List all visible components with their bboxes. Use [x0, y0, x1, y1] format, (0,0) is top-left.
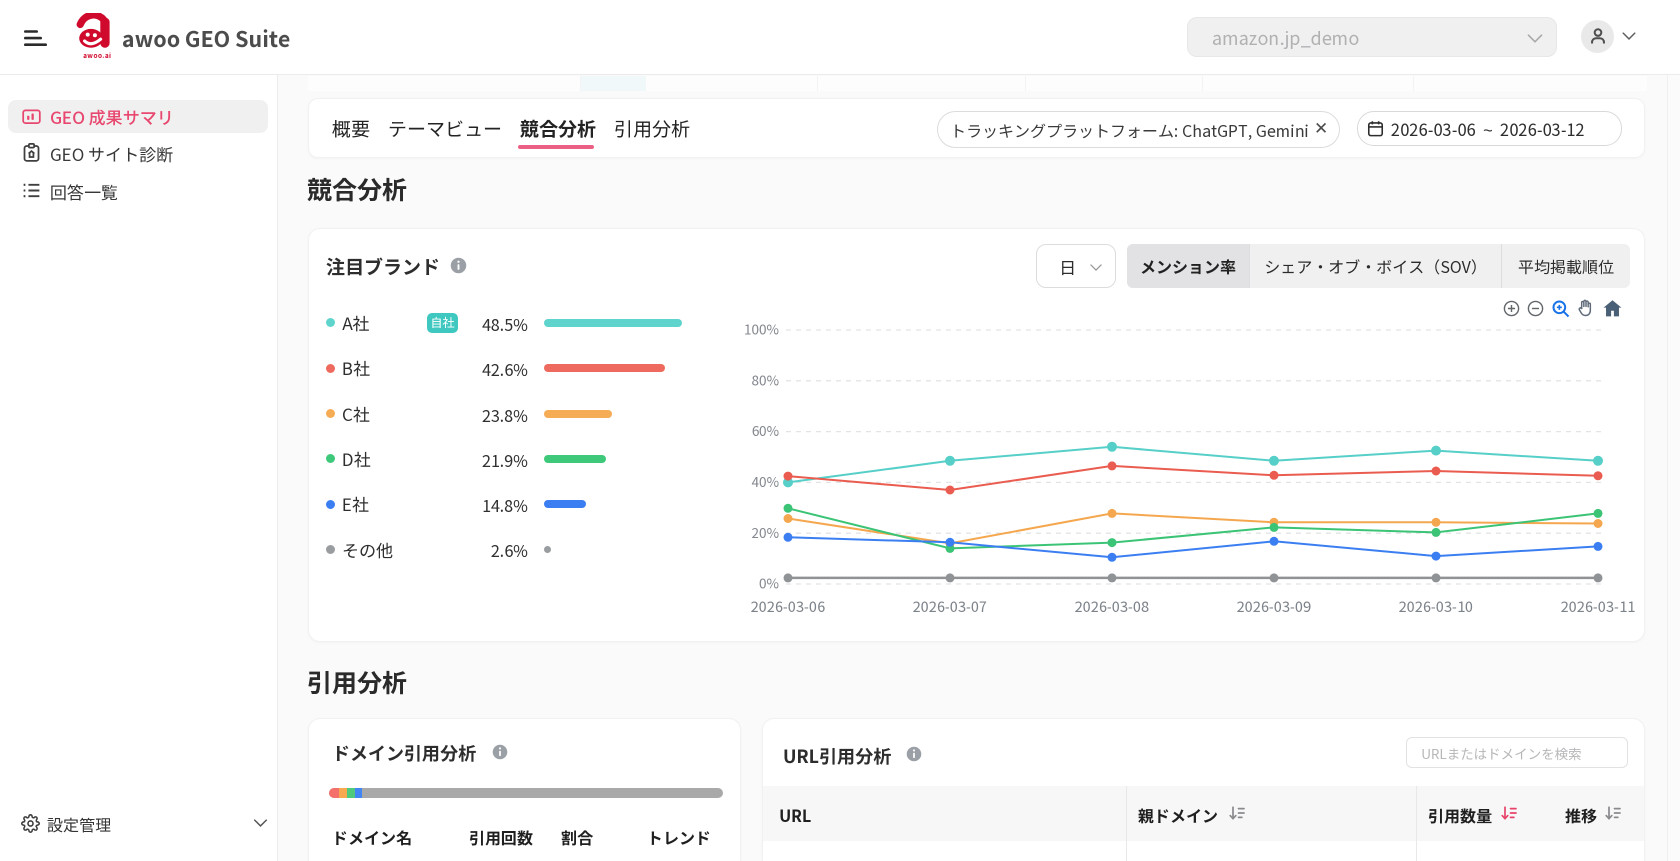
svg-text:2026-03-09: 2026-03-09	[1237, 596, 1311, 617]
svg-text:2026-03-07: 2026-03-07	[913, 596, 987, 617]
svg-text:2026-03-11: 2026-03-11	[1561, 596, 1635, 617]
svg-text:2026-03-08: 2026-03-08	[1075, 596, 1149, 617]
svg-text:20%: 20%	[752, 522, 780, 542]
svg-text:2026-03-10: 2026-03-10	[1399, 596, 1473, 617]
svg-text:2026-03-06: 2026-03-06	[751, 596, 825, 617]
svg-text:80%: 80%	[752, 369, 780, 389]
svg-text:40%: 40%	[752, 471, 780, 491]
svg-text:60%: 60%	[752, 420, 780, 440]
svg-text:0%: 0%	[759, 573, 779, 593]
svg-text:100%: 100%	[744, 319, 779, 339]
